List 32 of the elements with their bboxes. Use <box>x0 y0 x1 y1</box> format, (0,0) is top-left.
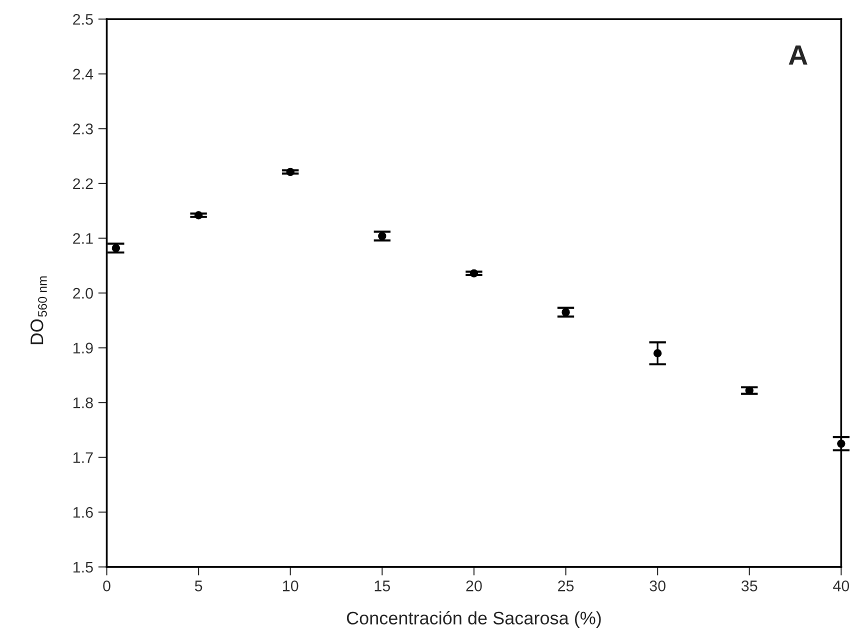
y-tick-label: 2.5 <box>73 14 93 25</box>
x-tick-label: 5 <box>194 580 202 592</box>
point <box>470 269 478 278</box>
y-tick-label: 2.4 <box>73 68 94 80</box>
y-tick-label: 2.1 <box>73 233 93 244</box>
y-tick-label: 1.9 <box>73 342 93 354</box>
y-tick-label: 2.3 <box>73 124 93 134</box>
x-tick-label: 25 <box>558 580 574 592</box>
y-axis-title: DO560 nm <box>30 276 47 344</box>
y-tick-label: 1.7 <box>73 452 93 463</box>
x-axis-title: Concentración de Sacarosa (%) <box>346 611 601 628</box>
y-tick-label: 1.6 <box>73 507 93 518</box>
annotation: A <box>788 46 808 65</box>
point <box>194 211 203 220</box>
point <box>837 440 846 448</box>
x-tick-label: 15 <box>374 580 390 592</box>
x-tick-label: 40 <box>833 580 850 592</box>
point <box>286 168 294 176</box>
y-tick-label: 1.8 <box>73 397 93 408</box>
point <box>653 349 662 358</box>
point <box>378 232 386 240</box>
point <box>562 308 570 316</box>
y-tick-label: 1.5 <box>73 562 93 573</box>
x-tick-label: 30 <box>650 580 666 592</box>
point <box>112 244 120 252</box>
point <box>745 386 754 395</box>
x-tick-label: 20 <box>466 580 482 592</box>
x-tick-label: 35 <box>741 580 758 592</box>
y-tick-label: 2.0 <box>73 288 93 299</box>
y-tick-label: 2.2 <box>73 178 93 189</box>
x-tick-label: 0 <box>103 580 110 592</box>
x-tick-label: 10 <box>283 580 298 592</box>
